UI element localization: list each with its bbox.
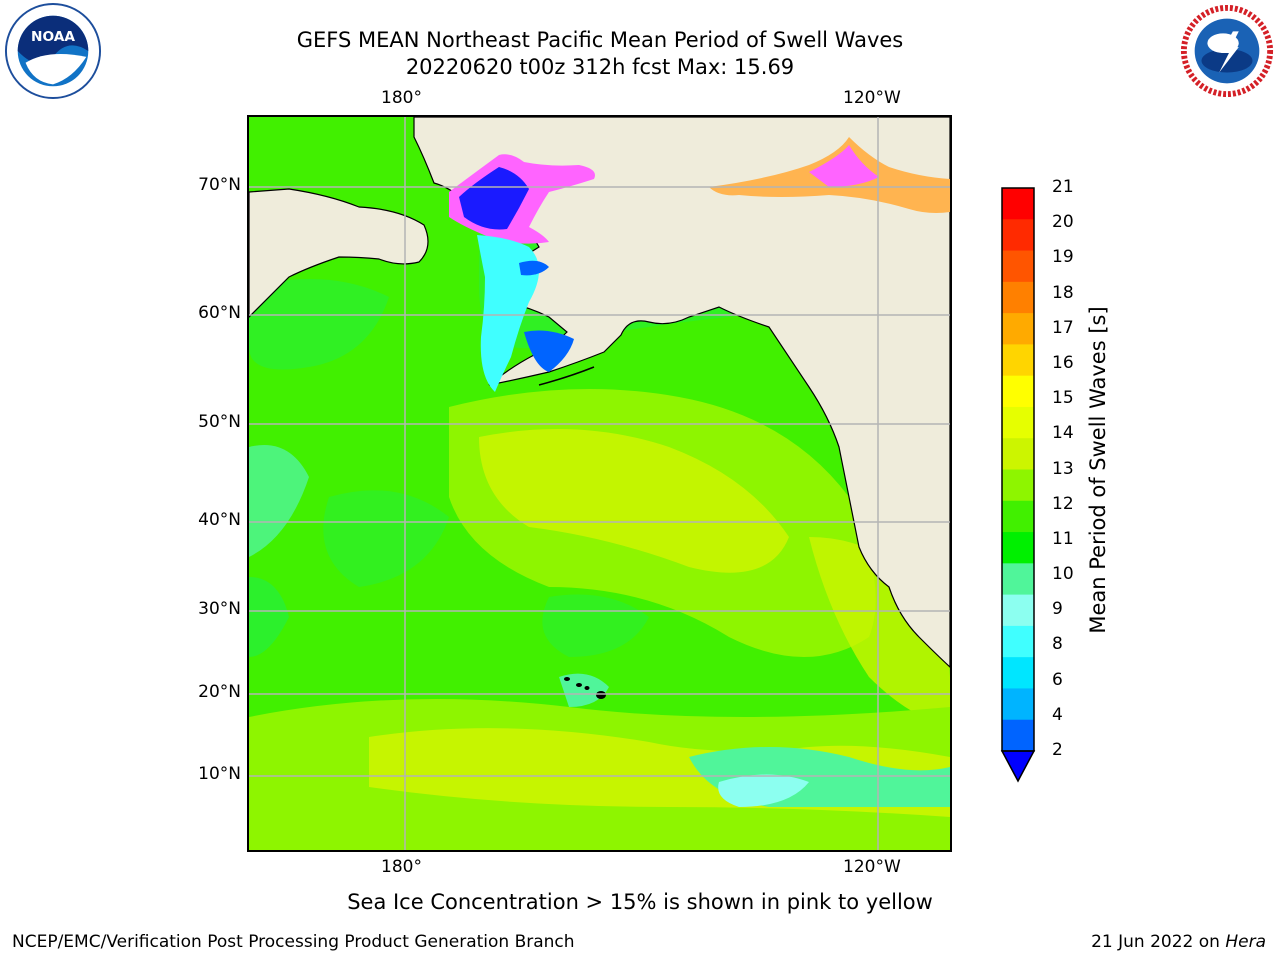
colorbar-extend-arrow: [1000, 750, 1036, 783]
bristol-bay-blue: [524, 330, 574, 372]
map-panel: [247, 115, 952, 852]
colorbar-segment: [1002, 594, 1034, 627]
colorbar-tick-label: 6: [1052, 669, 1063, 690]
colorbar-segment: [1002, 313, 1034, 345]
colorbar-segment: [1002, 438, 1034, 470]
colorbar-tick-label: 2: [1052, 740, 1063, 760]
colorbar-tick-label: 18: [1052, 282, 1074, 303]
colorbar-tick-label: 4: [1052, 704, 1063, 725]
colorbar-segment: [1002, 532, 1034, 564]
lat-label-70n: 70°N: [198, 175, 241, 195]
lat-label-50n: 50°N: [198, 412, 241, 432]
colorbar-tick-label: 16: [1052, 352, 1074, 373]
lat-label-20n: 20°N: [198, 682, 241, 702]
colorbar-segments: [1002, 188, 1034, 752]
colorbar: [1000, 187, 1036, 783]
chart-subtitle-run: 20220620 t00z 312h fcst Max: 15.69: [405, 55, 795, 79]
colorbar-segment: [1002, 657, 1034, 689]
colorbar-segment: [1002, 500, 1034, 533]
chart-title: GEFS MEAN Northeast Pacific Mean Period …: [296, 28, 904, 52]
lat-label-10n: 10°N: [198, 764, 241, 784]
colorbar-segment: [1002, 625, 1034, 658]
footer-host: Hera: [1225, 932, 1266, 952]
lon-label-bottom-180: 180°: [381, 857, 422, 877]
colorbar-tick-label: 11: [1052, 528, 1074, 549]
colorbar-segment: [1002, 719, 1034, 752]
footer-branch: NCEP/EMC/Verification Post Processing Pr…: [12, 932, 575, 952]
colorbar-segment: [1002, 469, 1034, 502]
colorbar-tick-label: 14: [1052, 423, 1074, 444]
colorbar-tick-label: 13: [1052, 458, 1074, 479]
sea-ice-note: Sea Ice Concentration > 15% is shown in …: [347, 890, 933, 914]
noaa-logo: NOAA: [4, 2, 102, 100]
colorbar-label: Mean Period of Swell Waves [s]: [1086, 306, 1110, 634]
colorbar-tick-label: 19: [1052, 247, 1074, 268]
colorbar-segment: [1002, 406, 1034, 439]
colorbar-tick-label: 10: [1052, 564, 1074, 585]
colorbar-tick-label: 8: [1052, 634, 1063, 655]
colorbar-segment: [1002, 563, 1034, 596]
colorbar-segment: [1002, 188, 1034, 220]
lon-label-top-180: 180°: [381, 88, 422, 108]
colorbar-tick-label: 20: [1052, 212, 1074, 233]
colorbar-segment: [1002, 344, 1034, 377]
colorbar-tick-label: 17: [1052, 317, 1074, 338]
lon-label-top-120w: 120°W: [843, 88, 901, 108]
aleutian-islands: [538, 366, 595, 386]
colorbar-tick-label: 9: [1052, 599, 1063, 620]
noaa-logo-text: NOAA: [31, 29, 75, 45]
colorbar-segment: [1002, 375, 1034, 408]
colorbar-segment: [1002, 219, 1034, 252]
colorbar-segment: [1002, 250, 1034, 283]
land-siberia: [249, 188, 429, 318]
lon-label-bottom-120w: 120°W: [843, 857, 901, 877]
colorbar-outline: [1001, 187, 1035, 752]
graticule: [249, 117, 950, 850]
lat-label-40n: 40°N: [198, 510, 241, 530]
bering-deep-blue: [459, 167, 529, 230]
norton-sound-blue: [519, 260, 549, 276]
colorbar-segment: [1002, 688, 1034, 721]
map-canvas: [249, 117, 950, 850]
arctic-ice-pink: [809, 145, 879, 187]
nws-logo: [1179, 3, 1275, 99]
colorbar-segment: [1002, 281, 1034, 314]
colorbar-tick-label: 21: [1052, 177, 1074, 197]
colorbar-tick-label: 12: [1052, 493, 1074, 514]
lat-label-60n: 60°N: [198, 303, 241, 323]
colorbar-tick-label: 15: [1052, 388, 1074, 409]
footer-date: 21 Jun 2022 on Hera: [1091, 932, 1266, 952]
lat-label-30n: 30°N: [198, 599, 241, 619]
hawaii-islands: [564, 677, 606, 699]
footer-date-text: 21 Jun 2022 on: [1091, 932, 1226, 952]
